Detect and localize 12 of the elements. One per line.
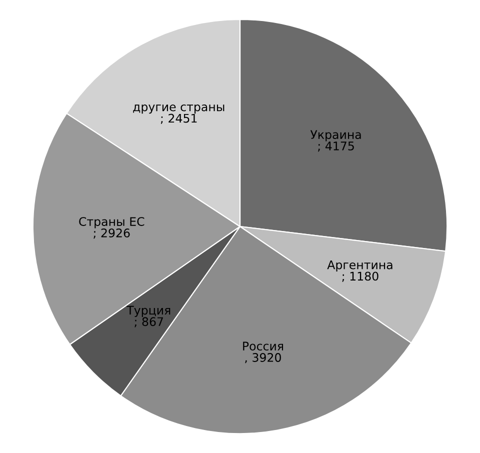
slice-label: Аргентина (327, 260, 392, 272)
data-label: ; 1180 (342, 272, 378, 282)
data-label: ; 2451 (160, 114, 197, 124)
slice-label: Страны ЕС (79, 217, 144, 228)
data-label: , 3920 (245, 353, 281, 364)
data-label: ; 2926 (94, 228, 130, 239)
slice-label: Турция (126, 306, 170, 317)
slice-label: Россия (243, 342, 284, 351)
slice-label: Украина (310, 130, 361, 142)
slice-label: другие страны (133, 104, 224, 114)
data-label: ; 4175 (318, 142, 354, 152)
data-label: ; 867 (134, 317, 163, 328)
